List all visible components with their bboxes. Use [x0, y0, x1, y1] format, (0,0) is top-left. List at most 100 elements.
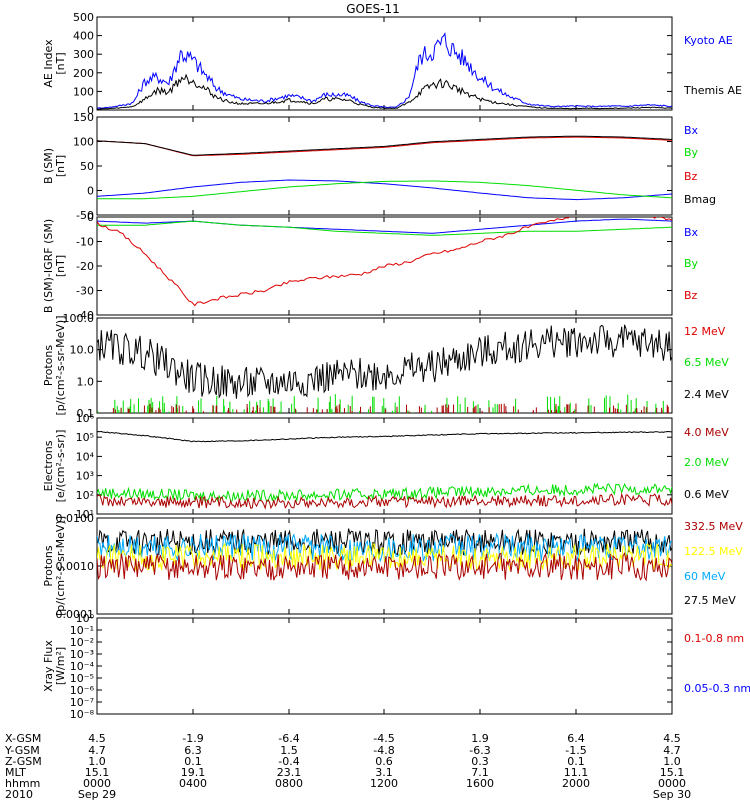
- y-axis-label: AE Index: [42, 39, 55, 88]
- legend-entry: 0.05-0.3 nm: [684, 682, 750, 695]
- plot-area: [97, 217, 672, 307]
- ytick-label: 10⁵: [76, 431, 94, 444]
- panel-frame: [96, 317, 673, 414]
- ephemeris-value: 2000: [562, 777, 590, 790]
- plot-area: [97, 135, 672, 201]
- y-axis-label: Protons: [42, 545, 55, 586]
- ephemeris-value: -6.4: [278, 732, 299, 745]
- ytick-label: 10⁻⁸: [70, 708, 95, 721]
- ytick-label: 0.1: [77, 407, 95, 420]
- ytick-label: 10⁻⁵: [70, 672, 94, 685]
- ytick-label: 200: [73, 67, 94, 80]
- series-line-themis-ae: [97, 73, 672, 110]
- ephemeris-row-label: Y-GSM: [4, 744, 40, 757]
- ephemeris-row-label: hhmm: [5, 777, 40, 790]
- ytick-label: -30: [76, 285, 94, 298]
- ephemeris-value: 3.1: [375, 766, 393, 779]
- ephemeris-value: 11.1: [564, 766, 589, 779]
- series-line-by: [97, 220, 672, 236]
- series-line-2.0-mev: [97, 482, 672, 503]
- ytick-label: -40: [76, 309, 94, 322]
- ephemeris-value: 4.5: [88, 732, 106, 745]
- ephemeris-value: 0.3: [471, 755, 489, 768]
- panel-frame: [96, 116, 673, 216]
- legend-entry: Bx: [684, 124, 699, 137]
- ephemeris-value: 23.1: [277, 766, 302, 779]
- ephemeris-value: 0800: [275, 777, 303, 790]
- ephemeris-value: 0000: [83, 777, 111, 790]
- ytick-label: 150: [73, 111, 94, 124]
- y-axis-unit: [p/(cm²-s-sr-MeV)]: [54, 316, 67, 416]
- ytick-label: 100.0: [63, 312, 95, 325]
- plot-area: [97, 324, 672, 413]
- y-axis-unit: [p/(cm²-s-sr-MeV)]: [54, 516, 67, 616]
- plot-area: [97, 31, 672, 110]
- legend-entry: 2.4 MeV: [684, 388, 729, 401]
- y-axis-label: Xray Flux: [42, 640, 55, 692]
- ytick-label: 0.0010: [56, 560, 95, 573]
- ephemeris-value: -1.9: [182, 732, 203, 745]
- series-line-bx: [97, 179, 672, 201]
- ephemeris-value: 6.3: [184, 744, 202, 757]
- ephemeris-value: 1.0: [663, 755, 681, 768]
- series-line-by: [97, 180, 672, 200]
- legend-entry: 2.0 MeV: [684, 456, 729, 469]
- ytick-label: 100: [73, 85, 94, 98]
- ytick-label: 0: [87, 185, 94, 198]
- ephemeris-value: 4.5: [663, 732, 681, 745]
- panel-protons1: 100.0 10.0 1.0 0.1 Protons [p/(cm²-s-sr-MeV)]…: [42, 312, 729, 420]
- ephemeris-row-label: 2010: [5, 788, 33, 800]
- y-axis-label: Protons: [42, 345, 55, 386]
- ytick-label: 1.0: [77, 375, 95, 388]
- series-line-kyoto-ae: [97, 31, 672, 109]
- ephemeris-value: -6.3: [469, 744, 490, 757]
- ytick-label: 0.0100: [56, 512, 95, 525]
- panel-protons2: 0.0100 0.0010 0.0001 Protons [p/(cm²-s-sr-Me…: [42, 512, 743, 621]
- panel-ae: 500 400 300 200 100 0 AE Index [nT] Kyoto AE Them…: [42, 11, 742, 117]
- panel-bdiff: 0 -10 -20 -30 -40 B (SM)-IGRF (SM) [nT] Bx By Bz: [42, 211, 699, 322]
- ytick-label: 10³: [76, 470, 94, 483]
- ytick-label: -20: [76, 260, 94, 273]
- ytick-label: 10⁻⁴: [70, 660, 95, 673]
- series-line-332.5-mev: [97, 551, 672, 582]
- ephemeris-value: -1.5: [565, 744, 586, 757]
- ytick-label: -10: [76, 236, 94, 249]
- ephemeris-row-label: X-GSM: [5, 732, 41, 745]
- ytick-label: 50: [80, 160, 94, 173]
- ephemeris-value: 15.1: [85, 766, 110, 779]
- plot-title: GOES-11: [346, 2, 400, 16]
- ephemeris-value: -0.4: [278, 755, 299, 768]
- ytick-label: 100: [73, 136, 94, 149]
- ytick-label: 10⁰: [76, 612, 95, 625]
- legend-entry: Bz: [684, 289, 698, 302]
- legend-entry: 4.0 MeV: [684, 426, 729, 439]
- ytick-label: 0: [87, 104, 94, 117]
- y-axis-unit: [W/m²]: [54, 647, 67, 685]
- legend-entry: Bmag: [684, 193, 716, 206]
- legend-entry: Bx: [684, 226, 699, 239]
- ephemeris-value: 1.5: [280, 744, 298, 757]
- series-line-bz: [97, 217, 672, 307]
- ytick-label: 10¹: [76, 508, 94, 521]
- ytick-label: 300: [73, 48, 94, 61]
- legend-entry: By: [684, 146, 699, 159]
- ephemeris-value: -4.5: [373, 732, 394, 745]
- series-line-2.4-mev: [97, 324, 672, 399]
- y-axis-unit: [nT]: [54, 255, 67, 277]
- legend-entry: 0.1-0.8 nm: [684, 632, 744, 645]
- panel-frame: [96, 617, 673, 715]
- plot-area: [97, 528, 672, 582]
- series-line-bmag: [97, 135, 672, 156]
- y-axis-label: B (SM): [42, 148, 55, 184]
- ytick-label: 400: [73, 30, 94, 43]
- ephemeris-value: 1600: [466, 777, 494, 790]
- ephemeris-value: 0.1: [567, 755, 585, 768]
- legend-entry: 122.5 MeV: [684, 545, 743, 558]
- ephemeris-value: 1.0: [88, 755, 106, 768]
- panel-frame: [96, 16, 673, 111]
- y-axis-unit: [nT]: [54, 155, 67, 177]
- ephemeris-value: 7.1: [471, 766, 489, 779]
